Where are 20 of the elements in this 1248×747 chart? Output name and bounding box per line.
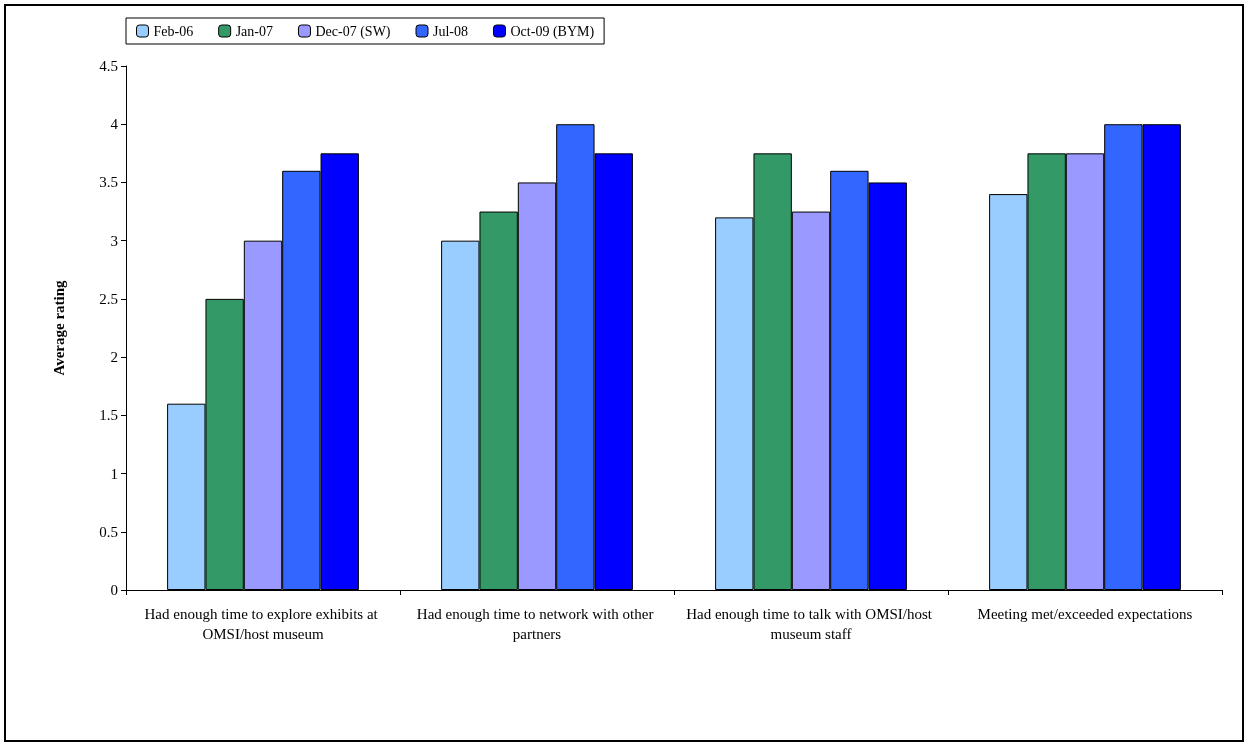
legend-label: Feb-06	[153, 23, 194, 39]
y-tick-label: 1	[110, 465, 118, 482]
y-tick-label: 0	[110, 582, 118, 598]
y-tick-label: 4.5	[99, 58, 118, 74]
legend-label: Jan-07	[235, 23, 273, 39]
y-tick-label: 3	[110, 232, 118, 249]
y-tick-label: 2.5	[99, 290, 118, 307]
y-tick-label: 3.5	[99, 174, 118, 191]
y-axis-title: Average rating	[50, 279, 67, 376]
y-tick-label: 0.5	[99, 523, 118, 540]
legend-label: Jul-08	[433, 23, 469, 39]
legend-label: Oct-09 (BYM)	[510, 23, 595, 40]
x-tick-label: Had enough time to explore exhibits at OMSI/host museum	[144, 606, 382, 642]
y-tick-label: 4	[110, 116, 119, 133]
y-tick-label: 2	[110, 349, 118, 366]
x-tick-label: Had enough time to network with other partners	[416, 606, 658, 642]
legend-label: Dec-07 (SW)	[315, 23, 391, 40]
y-tick-label: 1.5	[99, 407, 118, 424]
x-tick-label: Meeting met/exceeded expectations	[977, 606, 1193, 622]
x-tick-label: Had enough time to talk with OMSI/host museum staff	[686, 606, 936, 642]
